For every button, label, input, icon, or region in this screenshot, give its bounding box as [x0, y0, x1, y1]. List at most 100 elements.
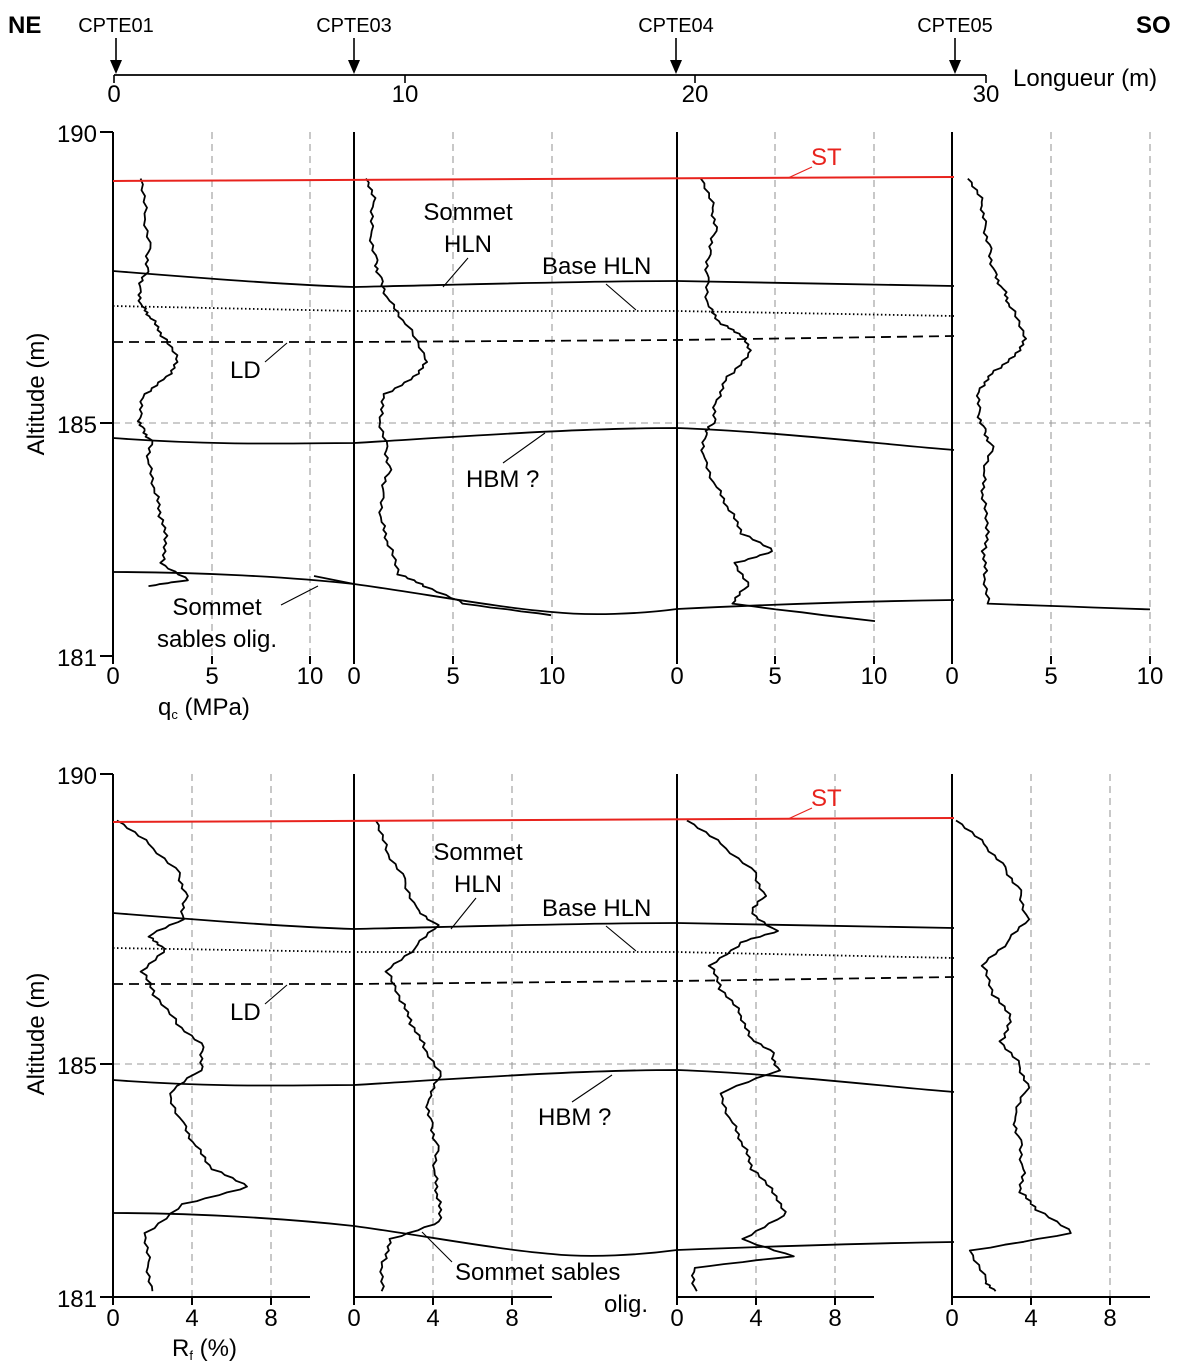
label-st: ST [811, 785, 842, 812]
svg-text:5: 5 [768, 663, 781, 690]
panel-rf: 190 185 181 Altitude (m) 0 4 8 0 4 8 0 4… [23, 763, 1150, 1363]
svg-text:4: 4 [749, 1305, 762, 1332]
arrow-cpte04 [670, 60, 682, 74]
svg-text:0: 0 [347, 1305, 360, 1332]
length-tick-label-10: 10 [392, 81, 419, 108]
svg-text:0: 0 [106, 663, 119, 690]
direction-ne: NE [8, 12, 41, 39]
cpt-curve-cpte05 [967, 177, 1151, 611]
y-tick-185: 185 [57, 1053, 97, 1080]
svg-text:5: 5 [205, 663, 218, 690]
svg-text:0: 0 [347, 663, 360, 690]
svg-text:10: 10 [861, 663, 888, 690]
boundary-ld [113, 976, 955, 985]
label-sommet-sables-line1: Sommet [172, 594, 262, 621]
svg-text:8: 8 [505, 1305, 518, 1332]
boundary-st [112, 176, 955, 182]
label-sommet-sables-line2: sables olig. [157, 626, 277, 653]
label-ld: LD [230, 357, 261, 384]
length-tick-label-30: 30 [973, 81, 1000, 108]
svg-text:5: 5 [446, 663, 459, 690]
svg-text:8: 8 [264, 1305, 277, 1332]
boundary-base-hln [112, 305, 955, 317]
panel-qc: 190 185 181 Altitude (m) 0 5 10 0 5 10 0… [23, 121, 1163, 722]
borehole-label-cpte04: CPTE04 [638, 15, 714, 37]
boundary-sommet-sables [112, 1212, 955, 1257]
svg-text:10: 10 [297, 663, 324, 690]
svg-text:5: 5 [1044, 663, 1057, 690]
annotations: ST Sommet HLN Base HLN LD HBM ? Sommet s… [157, 144, 842, 653]
gridlines [113, 774, 1150, 1297]
axes [100, 131, 1151, 664]
svg-text:4: 4 [426, 1305, 439, 1332]
header: NE SO CPTE01 CPTE03 CPTE04 CPTE05 0 10 2… [8, 12, 1171, 108]
cpt-curve-cpte01 [136, 178, 189, 587]
boundary-hbm [112, 427, 955, 451]
boundary-hbm [112, 1069, 955, 1093]
x-axis-title: qc (MPa) [158, 694, 250, 722]
boundary-sommet-hln [112, 912, 955, 930]
length-tick-label-20: 20 [682, 81, 709, 108]
label-ld: LD [230, 999, 261, 1026]
borehole-label-cpte01: CPTE01 [78, 15, 154, 37]
y-tick-190: 190 [57, 121, 97, 148]
label-st: ST [811, 144, 842, 171]
svg-text:8: 8 [1103, 1305, 1116, 1332]
svg-text:0: 0 [106, 1305, 119, 1332]
boundary-sommet-hln [112, 270, 955, 288]
x-tick-labels: 0 5 10 0 5 10 0 5 10 0 5 10 [106, 663, 1163, 690]
svg-text:0: 0 [670, 663, 683, 690]
boundaries [112, 817, 955, 1257]
annotations: ST Sommet HLN Base HLN LD HBM ? Sommet s… [230, 785, 842, 1318]
arrow-cpte05 [949, 60, 961, 74]
label-sommet-hln-line2: HLN [444, 231, 492, 258]
label-sommet-hln-line1: Sommet [433, 839, 523, 866]
borehole-arrows [110, 38, 961, 74]
y-tick-181: 181 [57, 1286, 97, 1313]
svg-text:0: 0 [670, 1305, 683, 1332]
label-sommet-sables-line1: Sommet sables [455, 1259, 620, 1286]
x-axis-title: Rf (%) [172, 1335, 237, 1363]
y-axis-title: Altitude (m) [23, 973, 50, 1096]
svg-text:10: 10 [539, 663, 566, 690]
svg-text:8: 8 [828, 1305, 841, 1332]
direction-so: SO [1136, 12, 1171, 39]
borehole-label-cpte03: CPTE03 [316, 15, 392, 37]
cpt-curve-cpte03 [365, 178, 552, 617]
arrow-cpte01 [110, 60, 122, 74]
svg-text:10: 10 [1137, 663, 1164, 690]
cpt-curve-cpte04 [700, 178, 876, 622]
cpt-curves [116, 819, 1072, 1292]
x-tick-labels: 0 4 8 0 4 8 0 4 8 0 4 8 [106, 1305, 1116, 1332]
label-sommet-sables-line2: olig. [604, 1291, 648, 1318]
label-hbm: HBM ? [538, 1104, 611, 1131]
y-tick-185: 185 [57, 412, 97, 439]
cpt-curve-cpte01 [116, 819, 248, 1292]
cpt-curve-cpte04 [686, 819, 795, 1292]
label-sommet-hln-line1: Sommet [423, 199, 513, 226]
svg-text:0: 0 [945, 663, 958, 690]
y-tick-181: 181 [57, 645, 97, 672]
qc-tail-cpte01 [313, 575, 355, 585]
label-hbm: HBM ? [466, 466, 539, 493]
boundary-sommet-sables [112, 571, 955, 616]
svg-text:0: 0 [945, 1305, 958, 1332]
svg-text:4: 4 [185, 1305, 198, 1332]
boundary-ld [113, 335, 955, 343]
cpt-curve-cpte05 [955, 819, 1072, 1292]
borehole-label-cpte05: CPTE05 [917, 15, 993, 37]
boundary-base-hln [112, 947, 955, 959]
boundaries [112, 176, 955, 616]
y-tick-190: 190 [57, 763, 97, 790]
boundary-st [112, 817, 955, 823]
cpt-curve-cpte03 [374, 820, 443, 1292]
length-axis-title: Longueur (m) [1013, 65, 1157, 92]
label-base-hln: Base HLN [542, 895, 651, 922]
label-base-hln: Base HLN [542, 253, 651, 280]
length-tick-label-0: 0 [107, 81, 120, 108]
label-sommet-hln-line2: HLN [454, 871, 502, 898]
arrow-cpte03 [348, 60, 360, 74]
y-axis-title: Altitude (m) [23, 333, 50, 456]
svg-text:4: 4 [1024, 1305, 1037, 1332]
